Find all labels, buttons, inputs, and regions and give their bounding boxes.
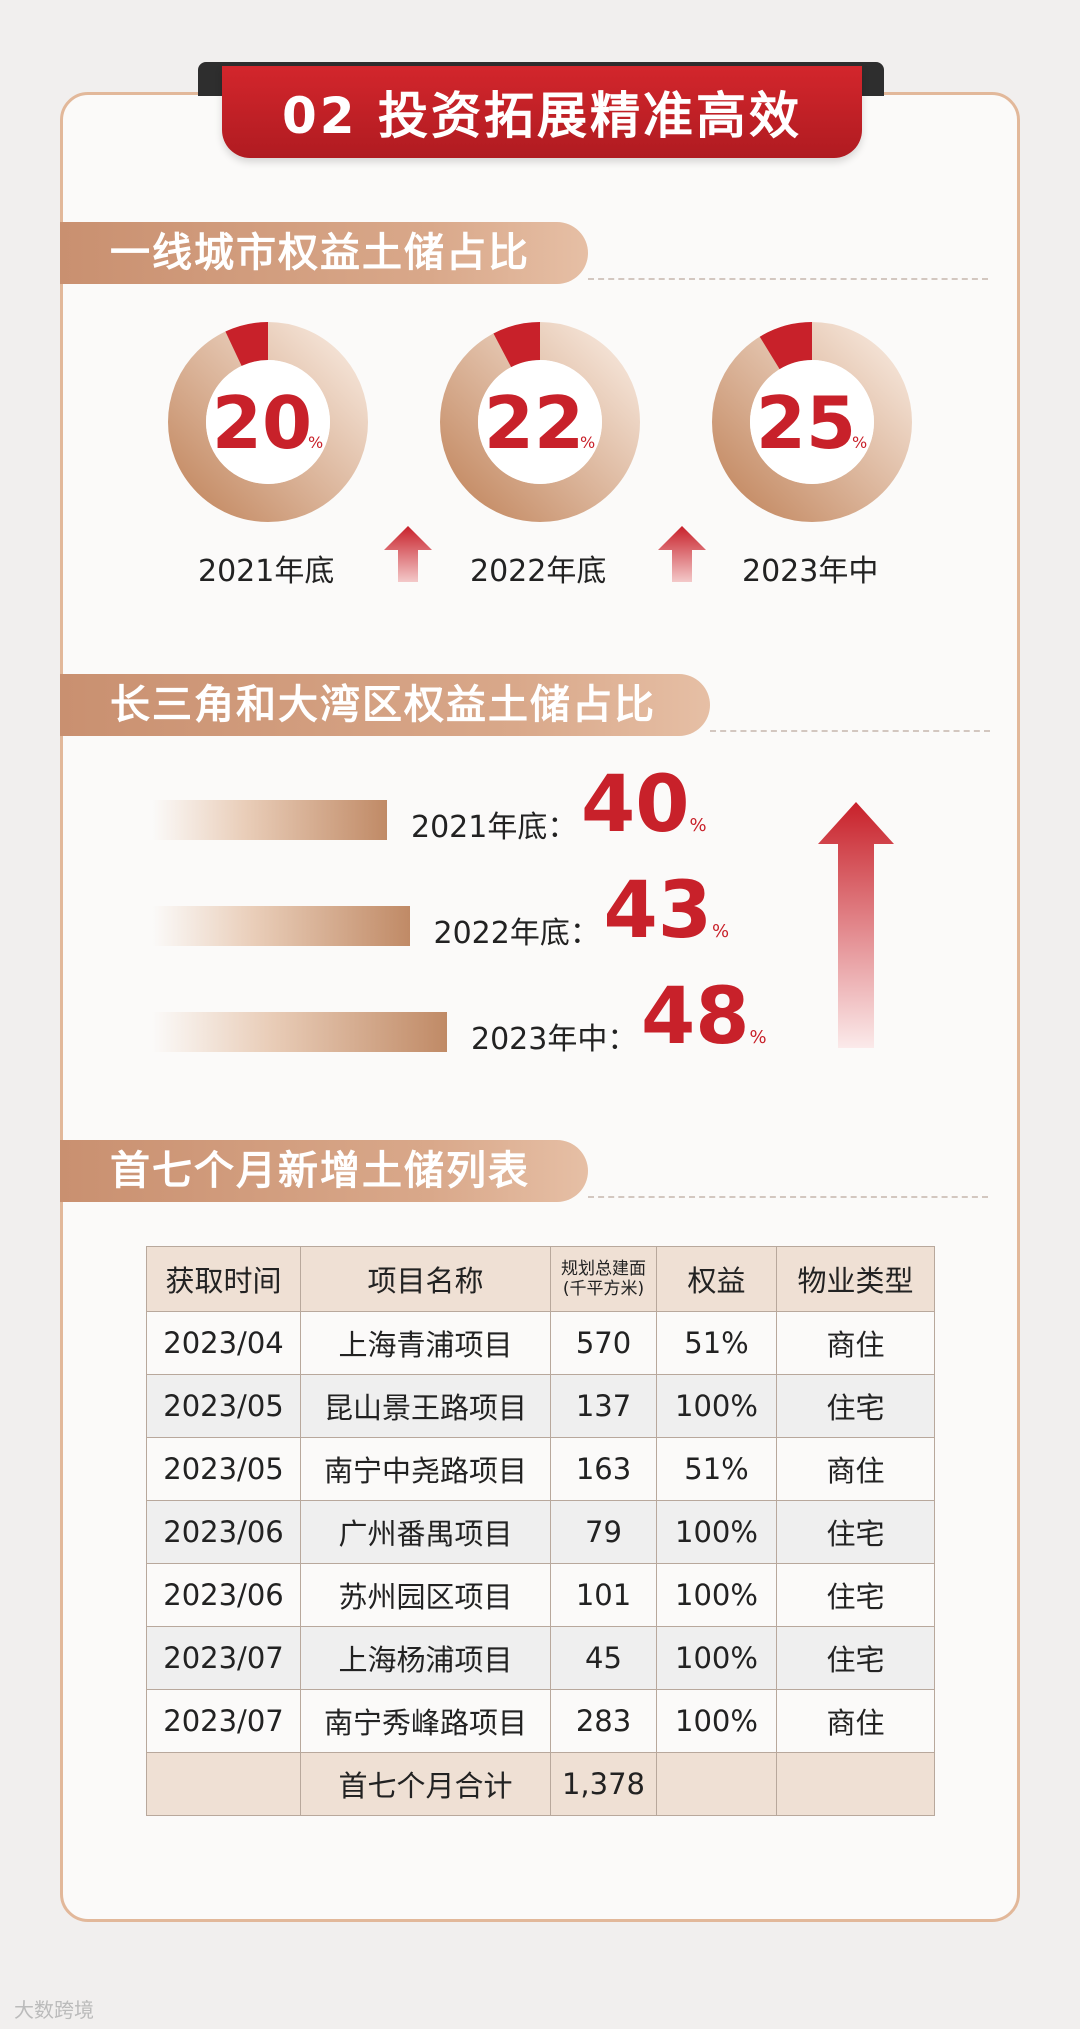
table-cell: 住宅: [776, 1563, 935, 1627]
table-cell: 2023/04: [146, 1311, 301, 1375]
bar: [152, 1012, 447, 1052]
table-cell: 100%: [656, 1626, 777, 1690]
section-divider: [588, 1196, 988, 1198]
bar-value: 48%: [641, 972, 767, 1062]
table-cell: 570: [550, 1311, 657, 1375]
table-cell: 2023/07: [146, 1626, 301, 1690]
column-header: 物业类型: [776, 1246, 935, 1312]
big-up-arrow-icon: [818, 802, 894, 1048]
section-header-new-land: 首七个月新增土储列表: [60, 1140, 588, 1202]
table-cell: 南宁中尧路项目: [300, 1437, 551, 1501]
table-total-row: 首七个月合计 1,378: [146, 1752, 935, 1816]
column-header-unit: (千平方米): [562, 1279, 645, 1299]
table-cell: 2023/06: [146, 1563, 301, 1627]
table-row: 2023/05 昆山景王路项目 137 100% 住宅: [146, 1374, 935, 1438]
land-bank-table: 获取时间 项目名称 规划总建面 (千平方米) 权益 物业类型 2023/04 上海…: [146, 1246, 935, 1816]
table-cell: 昆山景王路项目: [300, 1374, 551, 1438]
bar-category-label: 2022年底：: [433, 916, 600, 951]
table-cell: [776, 1752, 935, 1816]
table-cell: 79: [550, 1500, 657, 1564]
table-cell: 住宅: [776, 1374, 935, 1438]
table-row: 2023/06 广州番禺项目 79 100% 住宅: [146, 1500, 935, 1564]
column-header: 项目名称: [300, 1246, 551, 1312]
bar: [152, 906, 410, 946]
table-cell: 51%: [656, 1437, 777, 1501]
bar-category-label: 2021年底：: [411, 810, 578, 845]
table-cell: 100%: [656, 1374, 777, 1438]
donut-category-label: 2021年底: [198, 554, 335, 589]
table-row: 2023/04 上海青浦项目 570 51% 商住: [146, 1311, 935, 1375]
section-header-first-tier: 一线城市权益土储占比: [60, 222, 588, 284]
table-cell: 163: [550, 1437, 657, 1501]
table-cell: 上海杨浦项目: [300, 1626, 551, 1690]
donut-slice: [225, 322, 268, 366]
table-cell: 商住: [776, 1437, 935, 1501]
table-cell: 51%: [656, 1311, 777, 1375]
table-cell: [656, 1752, 777, 1816]
table-cell: 苏州园区项目: [300, 1563, 551, 1627]
donut-unit: %: [580, 433, 595, 452]
table-header-row: 获取时间 项目名称 规划总建面 (千平方米) 权益 物业类型: [146, 1246, 935, 1312]
table-cell: 2023/07: [146, 1689, 301, 1753]
donut-unit: %: [852, 433, 867, 452]
donut-category-label: 2022年底: [470, 554, 607, 589]
table-cell: 2023/06: [146, 1500, 301, 1564]
table-row: 2023/06 苏州园区项目 101 100% 住宅: [146, 1563, 935, 1627]
table-cell: 广州番禺项目: [300, 1500, 551, 1564]
table-cell: 283: [550, 1689, 657, 1753]
table-cell: 南宁秀峰路项目: [300, 1689, 551, 1753]
table-cell: 100%: [656, 1563, 777, 1627]
donut-hole: [478, 360, 602, 484]
bar-value: 40%: [581, 760, 707, 850]
donut-hole: [206, 360, 330, 484]
bar-category-label: 2023年中：: [471, 1022, 638, 1057]
table-cell: 100%: [656, 1689, 777, 1753]
donut-value: 25: [756, 381, 856, 465]
donut-unit: %: [308, 433, 323, 452]
donut-slice: [759, 322, 812, 370]
section-divider: [588, 278, 988, 280]
up-arrow-icon: [384, 526, 432, 582]
table-cell: 住宅: [776, 1500, 935, 1564]
table-cell: 住宅: [776, 1626, 935, 1690]
column-header: 获取时间: [146, 1246, 301, 1312]
column-header: 规划总建面 (千平方米): [550, 1246, 657, 1312]
donut-slice: [493, 322, 540, 368]
table-cell: 100%: [656, 1500, 777, 1564]
donut-category-label: 2023年中: [742, 554, 879, 589]
table-cell: 2023/05: [146, 1437, 301, 1501]
column-header-line: 规划总建面: [561, 1259, 646, 1279]
table-cell: 101: [550, 1563, 657, 1627]
bar-value-unit: %: [749, 1027, 767, 1048]
column-header: 权益: [656, 1246, 777, 1312]
section-divider: [710, 730, 990, 732]
donut-chart-group: 20% 22% 25%: [168, 322, 912, 522]
donut-value: 20: [212, 381, 312, 465]
bar: [152, 800, 387, 840]
table-cell: [146, 1752, 301, 1816]
section-header-yrd-gba: 长三角和大湾区权益土储占比: [60, 674, 710, 736]
up-arrow-icon: [658, 526, 706, 582]
table-cell: 45: [550, 1626, 657, 1690]
bar-value: 43%: [603, 866, 730, 956]
table-cell: 首七个月合计: [300, 1752, 551, 1816]
table-cell: 上海青浦项目: [300, 1311, 551, 1375]
table-row: 2023/07 上海杨浦项目 45 100% 住宅: [146, 1626, 935, 1690]
table-cell: 1,378: [550, 1752, 657, 1816]
watermark: 大数跨境: [14, 1998, 94, 2022]
table-cell: 商住: [776, 1311, 935, 1375]
table-cell: 137: [550, 1374, 657, 1438]
table-cell: 商住: [776, 1689, 935, 1753]
donut-hole: [750, 360, 874, 484]
donut-value: 22: [484, 381, 584, 465]
table-cell: 2023/05: [146, 1374, 301, 1438]
table-row: 2023/05 南宁中尧路项目 163 51% 商住: [146, 1437, 935, 1501]
bar-value-unit: %: [689, 815, 707, 836]
bar-value-unit: %: [712, 921, 730, 942]
page-title: 02 投资拓展精准高效: [222, 66, 862, 158]
table-row: 2023/07 南宁秀峰路项目 283 100% 商住: [146, 1689, 935, 1753]
